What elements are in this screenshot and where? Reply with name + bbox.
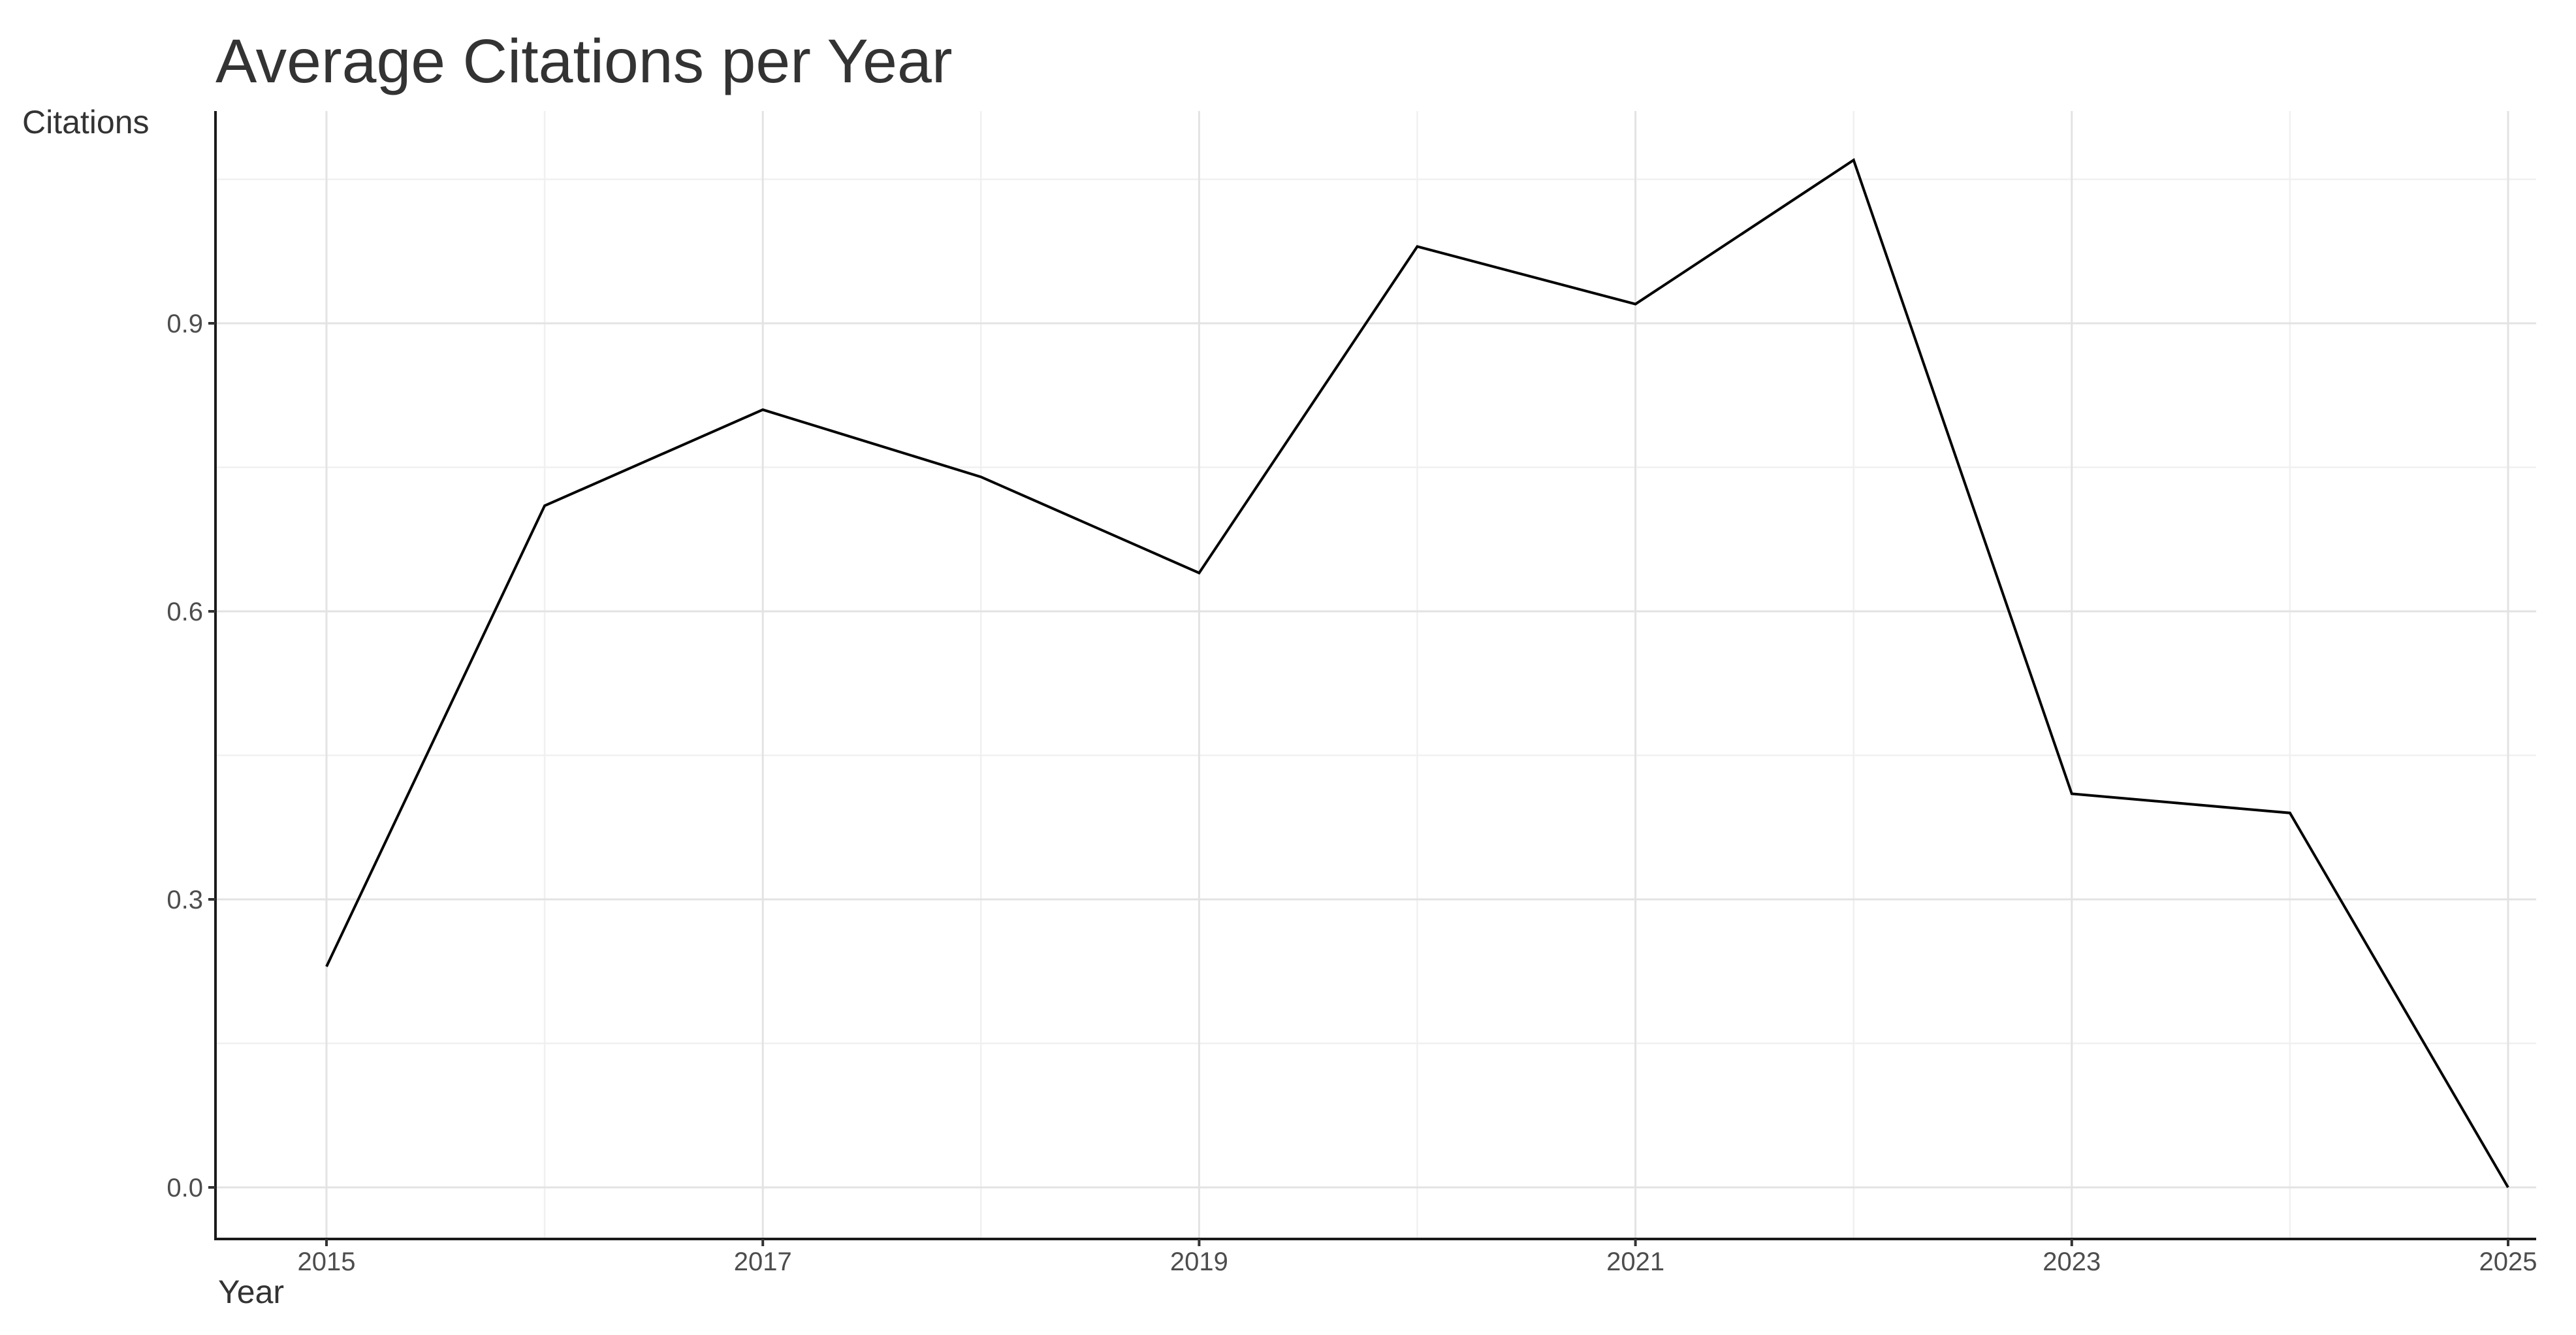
- y-tick-label: 0.6: [167, 598, 203, 626]
- x-axis-title: Year: [218, 1274, 285, 1310]
- y-tick-label: 0.9: [167, 310, 203, 338]
- y-axis-title: Citations: [22, 104, 150, 140]
- x-tick-label: 2023: [2043, 1247, 2101, 1276]
- y-tick-label: 0.0: [167, 1174, 203, 1202]
- chart-title: Average Citations per Year: [215, 27, 953, 96]
- x-tick-label: 2017: [734, 1247, 792, 1276]
- y-tick-label: 0.3: [167, 886, 203, 914]
- x-tick-label: 2019: [1170, 1247, 1228, 1276]
- x-tick-label: 2025: [2479, 1247, 2537, 1276]
- x-tick-label: 2021: [1606, 1247, 1664, 1276]
- x-tick-label: 2015: [298, 1247, 356, 1276]
- citations-line: [325, 158, 2509, 1189]
